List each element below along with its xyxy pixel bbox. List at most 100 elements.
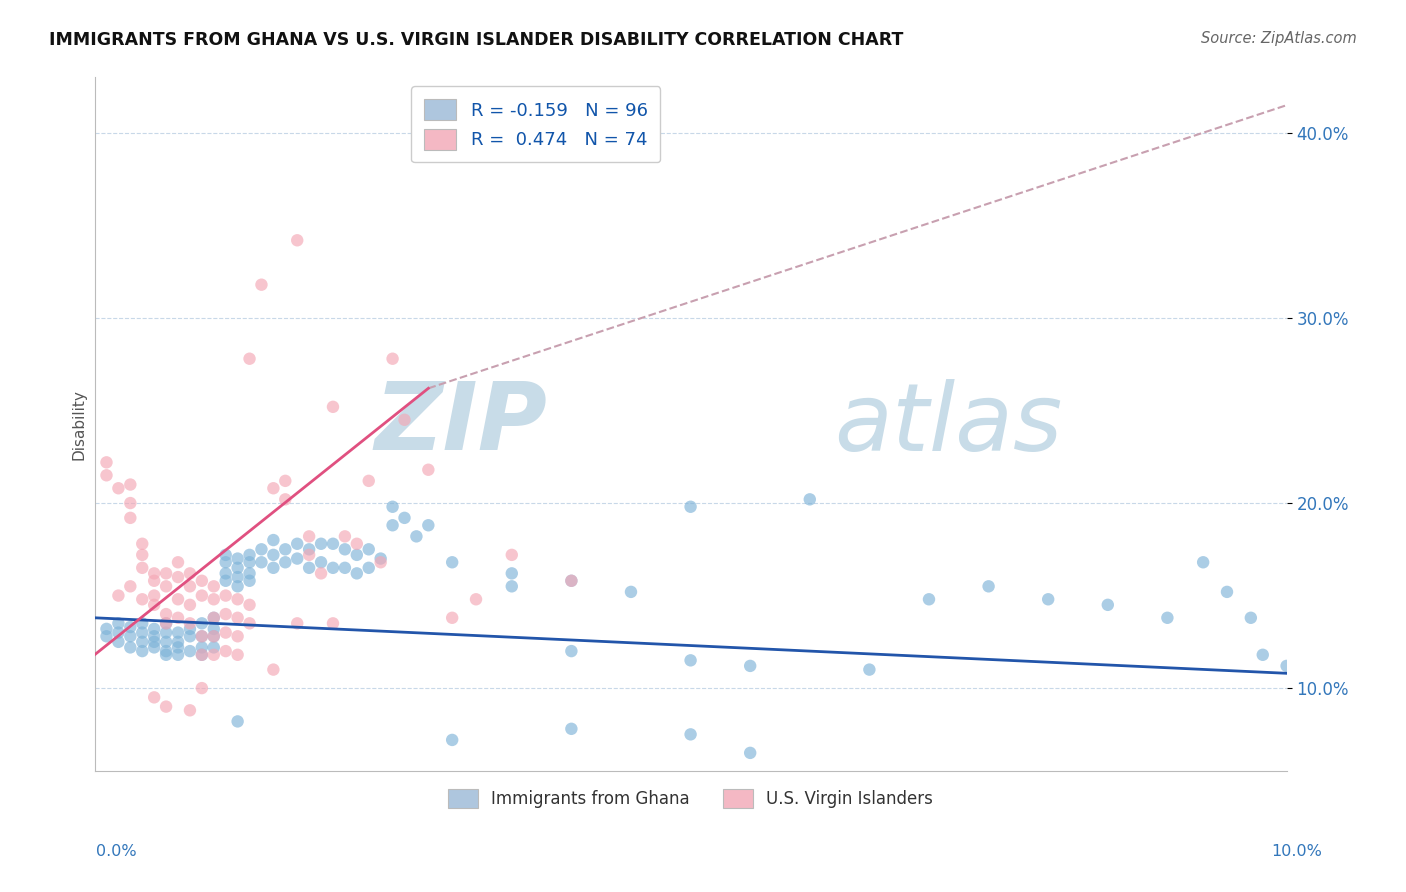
Point [560, 722, 582, 736]
Point [441, 733, 464, 747]
Point [346, 548, 368, 562]
Point [120, 629, 142, 643]
Point [107, 625, 129, 640]
Point [107, 589, 129, 603]
Point [679, 653, 702, 667]
Point [226, 648, 249, 662]
Point [679, 727, 702, 741]
Point [858, 663, 880, 677]
Point [799, 492, 821, 507]
Point [120, 496, 142, 510]
Point [155, 644, 177, 658]
Point [501, 548, 523, 562]
Point [226, 592, 249, 607]
Point [155, 616, 177, 631]
Point [250, 277, 273, 292]
Point [262, 663, 284, 677]
Point [155, 579, 177, 593]
Point [215, 574, 238, 588]
Point [226, 561, 249, 575]
Point [202, 611, 225, 625]
Point [167, 592, 190, 607]
Point [155, 566, 177, 581]
Text: 10.0%: 10.0% [1271, 845, 1322, 859]
Point [1097, 598, 1119, 612]
Point [309, 566, 332, 581]
Point [226, 551, 249, 566]
Point [215, 607, 238, 621]
Point [370, 551, 392, 566]
Point [322, 616, 344, 631]
Point [191, 648, 214, 662]
Point [309, 555, 332, 569]
Point [226, 570, 249, 584]
Point [202, 640, 225, 655]
Point [298, 542, 321, 557]
Point [179, 644, 201, 658]
Point [215, 566, 238, 581]
Point [155, 616, 177, 631]
Point [143, 640, 166, 655]
Point [191, 629, 214, 643]
Point [333, 529, 356, 543]
Point [238, 548, 260, 562]
Point [298, 561, 321, 575]
Point [167, 611, 190, 625]
Point [285, 551, 308, 566]
Point [215, 625, 238, 640]
Point [501, 579, 523, 593]
Point [1156, 611, 1178, 625]
Point [155, 699, 177, 714]
Point [167, 625, 190, 640]
Point [238, 555, 260, 569]
Point [143, 622, 166, 636]
Point [191, 640, 214, 655]
Point [250, 542, 273, 557]
Point [560, 574, 582, 588]
Point [167, 640, 190, 655]
Point [202, 579, 225, 593]
Point [1038, 592, 1060, 607]
Point [96, 468, 118, 483]
Point [309, 537, 332, 551]
Point [285, 233, 308, 247]
Point [179, 616, 201, 631]
Point [96, 629, 118, 643]
Point [179, 629, 201, 643]
Point [131, 548, 153, 562]
Point [202, 592, 225, 607]
Point [1240, 611, 1263, 625]
Point [560, 574, 582, 588]
Point [202, 611, 225, 625]
Point [215, 555, 238, 569]
Point [333, 542, 356, 557]
Point [215, 548, 238, 562]
Point [120, 640, 142, 655]
Text: IMMIGRANTS FROM GHANA VS U.S. VIRGIN ISLANDER DISABILITY CORRELATION CHART: IMMIGRANTS FROM GHANA VS U.S. VIRGIN ISL… [49, 31, 904, 49]
Point [120, 620, 142, 634]
Point [215, 644, 238, 658]
Point [262, 548, 284, 562]
Point [262, 533, 284, 547]
Point [226, 629, 249, 643]
Point [322, 537, 344, 551]
Point [274, 492, 297, 507]
Point [1192, 555, 1215, 569]
Point [155, 625, 177, 640]
Point [560, 644, 582, 658]
Point [298, 529, 321, 543]
Point [179, 703, 201, 717]
Point [298, 548, 321, 562]
Point [202, 629, 225, 643]
Point [215, 589, 238, 603]
Text: 0.0%: 0.0% [96, 845, 136, 859]
Point [202, 648, 225, 662]
Point [143, 566, 166, 581]
Point [285, 537, 308, 551]
Point [238, 574, 260, 588]
Point [357, 561, 380, 575]
Point [143, 589, 166, 603]
Point [131, 592, 153, 607]
Point [418, 463, 440, 477]
Point [250, 555, 273, 569]
